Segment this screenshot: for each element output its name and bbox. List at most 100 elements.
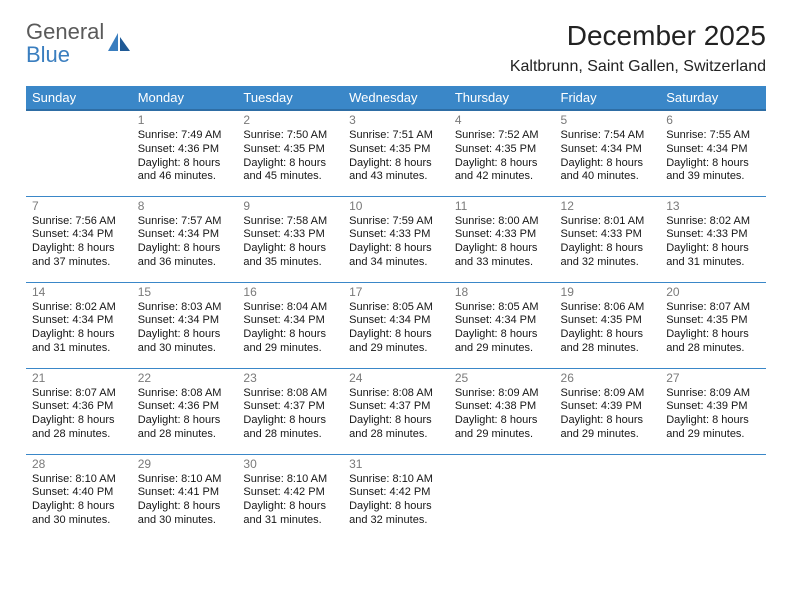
day-cell: 22Sunrise: 8:08 AMSunset: 4:36 PMDayligh… [132,368,238,454]
day-cell: 10Sunrise: 7:59 AMSunset: 4:33 PMDayligh… [343,196,449,282]
day-cell [660,454,766,540]
day-number: 1 [138,113,232,128]
weekday-header-row: SundayMondayTuesdayWednesdayThursdayFrid… [26,86,766,110]
brand-line2: Blue [26,43,104,66]
weekday-header: Saturday [660,86,766,110]
day-number: 6 [666,113,760,128]
day-number: 8 [138,199,232,214]
day-cell: 15Sunrise: 8:03 AMSunset: 4:34 PMDayligh… [132,282,238,368]
day-info: Sunrise: 8:10 AMSunset: 4:40 PMDaylight:… [32,473,126,528]
day-number: 14 [32,285,126,300]
day-cell: 3Sunrise: 7:51 AMSunset: 4:35 PMDaylight… [343,110,449,196]
day-info: Sunrise: 8:08 AMSunset: 4:36 PMDaylight:… [138,387,232,442]
week-row: 21Sunrise: 8:07 AMSunset: 4:36 PMDayligh… [26,368,766,454]
day-info: Sunrise: 7:52 AMSunset: 4:35 PMDaylight:… [455,129,549,184]
day-info: Sunrise: 8:10 AMSunset: 4:41 PMDaylight:… [138,473,232,528]
weekday-header: Wednesday [343,86,449,110]
day-number: 25 [455,371,549,386]
day-cell [449,454,555,540]
day-number: 22 [138,371,232,386]
weekday-header: Thursday [449,86,555,110]
day-cell: 6Sunrise: 7:55 AMSunset: 4:34 PMDaylight… [660,110,766,196]
day-cell: 2Sunrise: 7:50 AMSunset: 4:35 PMDaylight… [237,110,343,196]
day-info: Sunrise: 8:09 AMSunset: 4:38 PMDaylight:… [455,387,549,442]
day-number: 30 [243,457,337,472]
day-number: 7 [32,199,126,214]
day-cell [26,110,132,196]
sail-icon [106,31,132,57]
day-number: 21 [32,371,126,386]
day-info: Sunrise: 8:05 AMSunset: 4:34 PMDaylight:… [455,301,549,356]
day-number: 3 [349,113,443,128]
day-info: Sunrise: 8:09 AMSunset: 4:39 PMDaylight:… [561,387,655,442]
day-info: Sunrise: 7:51 AMSunset: 4:35 PMDaylight:… [349,129,443,184]
day-number: 13 [666,199,760,214]
day-info: Sunrise: 8:00 AMSunset: 4:33 PMDaylight:… [455,215,549,270]
week-row: 28Sunrise: 8:10 AMSunset: 4:40 PMDayligh… [26,454,766,540]
day-cell: 20Sunrise: 8:07 AMSunset: 4:35 PMDayligh… [660,282,766,368]
day-info: Sunrise: 8:06 AMSunset: 4:35 PMDaylight:… [561,301,655,356]
day-info: Sunrise: 8:07 AMSunset: 4:36 PMDaylight:… [32,387,126,442]
day-cell: 29Sunrise: 8:10 AMSunset: 4:41 PMDayligh… [132,454,238,540]
day-info: Sunrise: 8:03 AMSunset: 4:34 PMDaylight:… [138,301,232,356]
header: General Blue December 2025 Kaltbrunn, Sa… [26,20,766,76]
day-cell: 24Sunrise: 8:08 AMSunset: 4:37 PMDayligh… [343,368,449,454]
day-cell: 16Sunrise: 8:04 AMSunset: 4:34 PMDayligh… [237,282,343,368]
day-number: 11 [455,199,549,214]
weekday-header: Friday [555,86,661,110]
day-info: Sunrise: 8:07 AMSunset: 4:35 PMDaylight:… [666,301,760,356]
day-cell: 28Sunrise: 8:10 AMSunset: 4:40 PMDayligh… [26,454,132,540]
day-info: Sunrise: 7:59 AMSunset: 4:33 PMDaylight:… [349,215,443,270]
day-number: 31 [349,457,443,472]
day-info: Sunrise: 7:50 AMSunset: 4:35 PMDaylight:… [243,129,337,184]
day-number: 10 [349,199,443,214]
day-cell: 11Sunrise: 8:00 AMSunset: 4:33 PMDayligh… [449,196,555,282]
day-number: 18 [455,285,549,300]
day-cell: 5Sunrise: 7:54 AMSunset: 4:34 PMDaylight… [555,110,661,196]
day-number: 29 [138,457,232,472]
day-info: Sunrise: 8:05 AMSunset: 4:34 PMDaylight:… [349,301,443,356]
brand-logo: General Blue [26,20,132,66]
title-block: December 2025 Kaltbrunn, Saint Gallen, S… [510,20,766,76]
day-cell: 13Sunrise: 8:02 AMSunset: 4:33 PMDayligh… [660,196,766,282]
day-info: Sunrise: 8:01 AMSunset: 4:33 PMDaylight:… [561,215,655,270]
day-cell: 19Sunrise: 8:06 AMSunset: 4:35 PMDayligh… [555,282,661,368]
day-info: Sunrise: 7:49 AMSunset: 4:36 PMDaylight:… [138,129,232,184]
day-number: 26 [561,371,655,386]
month-title: December 2025 [510,20,766,52]
brand-line1: General [26,20,104,43]
day-number: 4 [455,113,549,128]
day-cell: 12Sunrise: 8:01 AMSunset: 4:33 PMDayligh… [555,196,661,282]
day-number: 15 [138,285,232,300]
day-number: 23 [243,371,337,386]
weekday-header: Monday [132,86,238,110]
day-info: Sunrise: 8:04 AMSunset: 4:34 PMDaylight:… [243,301,337,356]
day-number: 9 [243,199,337,214]
day-cell: 27Sunrise: 8:09 AMSunset: 4:39 PMDayligh… [660,368,766,454]
day-number: 12 [561,199,655,214]
week-row: 7Sunrise: 7:56 AMSunset: 4:34 PMDaylight… [26,196,766,282]
day-info: Sunrise: 8:02 AMSunset: 4:34 PMDaylight:… [32,301,126,356]
day-cell: 9Sunrise: 7:58 AMSunset: 4:33 PMDaylight… [237,196,343,282]
day-info: Sunrise: 7:58 AMSunset: 4:33 PMDaylight:… [243,215,337,270]
location: Kaltbrunn, Saint Gallen, Switzerland [510,58,766,76]
week-row: 14Sunrise: 8:02 AMSunset: 4:34 PMDayligh… [26,282,766,368]
day-cell: 25Sunrise: 8:09 AMSunset: 4:38 PMDayligh… [449,368,555,454]
day-number: 16 [243,285,337,300]
day-cell: 31Sunrise: 8:10 AMSunset: 4:42 PMDayligh… [343,454,449,540]
day-info: Sunrise: 7:54 AMSunset: 4:34 PMDaylight:… [561,129,655,184]
day-number: 24 [349,371,443,386]
day-info: Sunrise: 7:57 AMSunset: 4:34 PMDaylight:… [138,215,232,270]
day-info: Sunrise: 8:02 AMSunset: 4:33 PMDaylight:… [666,215,760,270]
day-cell: 21Sunrise: 8:07 AMSunset: 4:36 PMDayligh… [26,368,132,454]
day-cell: 17Sunrise: 8:05 AMSunset: 4:34 PMDayligh… [343,282,449,368]
day-number: 17 [349,285,443,300]
day-number: 19 [561,285,655,300]
day-info: Sunrise: 8:08 AMSunset: 4:37 PMDaylight:… [243,387,337,442]
calendar-table: SundayMondayTuesdayWednesdayThursdayFrid… [26,86,766,540]
day-cell: 18Sunrise: 8:05 AMSunset: 4:34 PMDayligh… [449,282,555,368]
day-info: Sunrise: 7:55 AMSunset: 4:34 PMDaylight:… [666,129,760,184]
weekday-header: Sunday [26,86,132,110]
day-number: 27 [666,371,760,386]
day-cell: 8Sunrise: 7:57 AMSunset: 4:34 PMDaylight… [132,196,238,282]
